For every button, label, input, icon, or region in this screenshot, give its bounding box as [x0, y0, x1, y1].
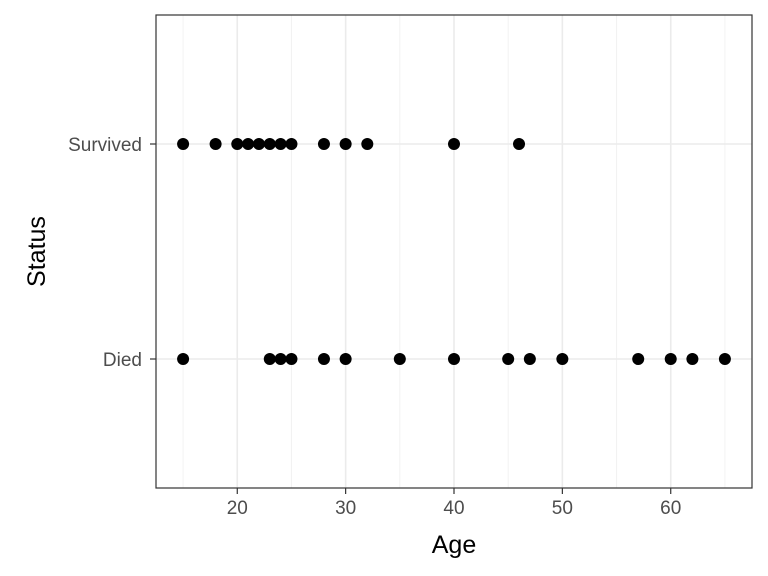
- data-point: [274, 138, 287, 150]
- x-tick-label: 20: [227, 498, 248, 519]
- data-point: [339, 353, 352, 365]
- data-point: [177, 353, 190, 365]
- major-gridlines: [156, 15, 752, 488]
- x-tick-label: 60: [660, 498, 681, 519]
- data-points: [177, 138, 731, 365]
- data-point: [177, 138, 190, 150]
- data-point: [252, 138, 265, 150]
- data-point: [263, 138, 276, 150]
- y-tick-label: Survived: [68, 135, 142, 156]
- x-tick-label: 50: [552, 498, 573, 519]
- data-point: [448, 138, 460, 150]
- x-axis: 20 30 40 50 60: [227, 488, 681, 519]
- minor-gridlines: [182, 15, 726, 488]
- data-point: [263, 353, 276, 365]
- data-point: [274, 353, 287, 365]
- x-tick-label: 40: [443, 498, 464, 519]
- y-axis: Died Survived: [68, 135, 156, 371]
- data-point: [718, 353, 731, 365]
- data-point: [523, 353, 536, 365]
- data-point: [317, 138, 330, 150]
- data-point: [339, 138, 352, 150]
- data-point: [502, 353, 515, 365]
- data-point: [209, 138, 222, 150]
- data-point: [285, 353, 298, 365]
- data-point: [242, 138, 255, 150]
- x-axis-title: Age: [432, 531, 476, 559]
- data-point: [231, 138, 244, 150]
- data-point: [448, 353, 460, 365]
- y-axis-title: Status: [23, 216, 51, 287]
- data-point: [686, 353, 699, 365]
- data-point: [285, 138, 298, 150]
- x-tick-label: 30: [335, 498, 356, 519]
- y-tick-label: Died: [103, 350, 142, 371]
- data-point: [664, 353, 677, 365]
- data-point: [513, 138, 526, 150]
- data-point: [632, 353, 645, 365]
- data-point: [556, 353, 569, 365]
- data-point: [317, 353, 330, 365]
- data-point: [393, 353, 406, 365]
- data-point: [361, 138, 374, 150]
